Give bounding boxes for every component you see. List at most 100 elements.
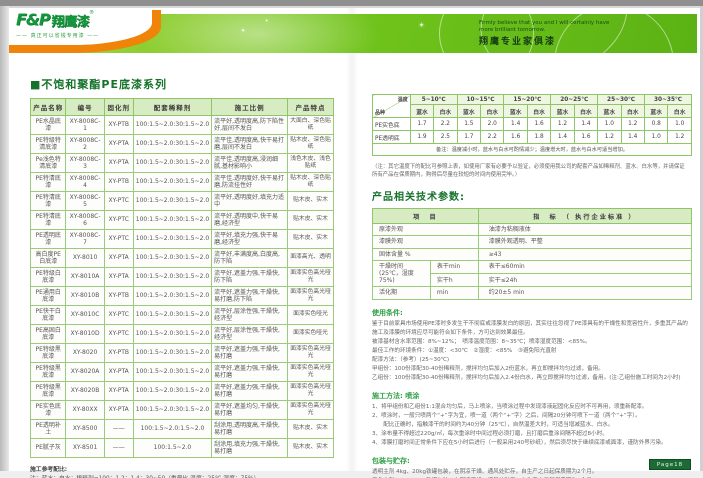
table-cell: XY-PTA [103,134,134,154]
table-cell: XY-PTB [103,343,134,363]
table-cell: 流平好,透明度高,防下陷性好,层间不发白 [211,115,289,135]
table-cell: PE特级黑底漆 [29,362,67,382]
table-cell: 0.8 [643,117,669,131]
table-cell: XY-8020A [65,362,105,382]
page-number-badge: Page18 [649,459,691,470]
table-cell: 大面白、深色贴纸 [287,115,334,135]
table-cell: 面漆实色高光哑光 [287,400,334,420]
column-header: 固化剂 [103,98,134,116]
table-cell: 流平好,遮盖力强,干燥快,易打磨,防下陷 [211,286,289,306]
param-value: 漆膜外观透明、平整 [477,235,693,249]
scan-bottom-edge [0,471,703,478]
table-row: PE高固白底漆 XY-8010D XY-PTC 100:1.5~2.0:30:1.5~… [29,324,334,344]
sparkle-icon: ✦ [507,36,511,41]
text-line: 鉴于目前家具市场使用PE漆时多发生干不彻底或漆膜发白的原因，其实往往忽视了PE漆… [372,320,688,327]
table-row: 原漆外观 油漆为粘稠液体 [372,223,693,237]
table-cell: 1.4 [550,130,575,144]
table-cell: XY-PTB [103,286,134,306]
column-header: 编号 [65,98,105,116]
table-subheader-row: 蓝水 白水 蓝水 白水 蓝水 白水 蓝水 白水 蓝水 白水 蓝水 白水 [373,104,692,118]
column-header: 项 目 [372,208,479,225]
table-cell: PE腻子灰 [29,438,67,458]
text-line: 所有产品在保质期内，购得后尽量在较短的时间内使用完毕。） [372,172,521,179]
sparkle-icon: ✦ [241,28,246,34]
temperature-ratio-table: 温度 品种 5~10℃ 10~15℃ 15~20℃ 20~25℃ 25~30℃ … [372,94,693,156]
column-header: 指 标 （ 执行企业标准 ） [477,208,693,225]
table-cell: 贴木皮、实木 [287,438,334,458]
text-line: （注：其它温度下的配比可参照上表，如使用厂家有必要予以验证，必须使用我公司的配套… [372,164,685,170]
slogan-en-line1: Firmly believe that you and I will certa… [479,20,610,26]
table-cell: PE通用白底漆 [29,286,67,306]
column-header: 产品名称 [29,98,67,116]
brand-logo: F&P 翔鹰漆 ® —— 真正可以省钱专用漆 —— [16,10,146,39]
table-header-row: 项 目 指 标 （ 执行企业标准 ） [372,208,693,225]
table-cell: 流平好,填充力强,快干易磨,经济型 [211,229,289,249]
slogan-cn: 翔鹰专业家俱漆 [479,36,557,47]
table-cell: XY-PTA [103,362,134,382]
table-cell: 高白度PE白底漆 [29,248,67,268]
section-title: ■不饱和聚酯PE底漆系列 [30,78,167,91]
text-line: 施工参考配比: [30,467,68,473]
table-cell: PE特清底漆 [29,210,67,230]
table-cell: XY-8501 [65,438,105,458]
table-row: PE透明补土 XY-8500 —— 100:1.5~2.0:1.5~2.0 刮涂用,透明… [29,419,334,439]
table-header-row: 产品名称 编号 固化剂 配套稀释剂 施工比例 产品特点 [29,98,334,116]
table-cell: XY-PTB [103,172,134,192]
text-line: 施工及漆膜的环境应尽可能符合如下条件，方可达到效果最佳。 [372,329,529,336]
text-line: 1、将甲组份和乙组份1:1混合均匀后，马上喷涂，当喷涂过程中发现漆液起固化反应时… [372,403,648,410]
table-cell: 100:1.5~2.0:30:1.5~2.0 [132,286,213,306]
spray-method-text: 1、将甲组份和乙组份1:1混合均匀后，马上喷涂，当喷涂过程中发现漆液起固化反应时… [372,403,694,448]
param-label: 活化期 [372,286,431,300]
text-line: 甲组份：100份漆配30-40份稀释剂，搅拌均匀后加入2份蓝水，再立即搅拌均匀过… [372,365,604,372]
table-row: PE特清底漆 XY-8008C-5 XY-PTC 100:1.5~2.0:30:1.5… [29,191,334,211]
table-cell: 1.0 [597,117,622,131]
subheader-cell: 白水 [667,104,692,118]
text-line: 配比正确时，指触漆干的时间约为40分钟（25℃），自然温差大时，可适当增减蓝水、… [372,421,614,428]
corner-label-variety: 品种 [375,110,386,116]
table-cell: 100:1.5~2.0:30:1.5~2.0 [132,210,213,230]
table-cell: XY-PTA [103,153,134,173]
table-cell: XY-8010B [65,286,105,306]
subheader-cell: 蓝水 [456,104,482,118]
text-line: 2、喷涂时，一般只喷两个“+”字为宜，喷一道（两个“+”字）之后，间隔20分钟可… [372,412,641,419]
registered-mark-icon: ® [89,10,95,16]
table-cell: XY-PTC [103,229,134,249]
table-cell: 1.7 [456,130,482,144]
product-table-body: PE水晶底漆 XY-8008C-1 XY-PTB 100:1.5~2.0:30:1.5… [29,115,334,458]
tech-params-title: 产品相关技术参数: [372,192,465,204]
temp-range-header: 30~35℃ [643,94,693,105]
table-cell: 1.6 [573,130,599,144]
subheader-cell: 白水 [480,104,505,118]
table-row: PE透明底漆 XY-8008C-7 XY-PTC 100:1.5~2.0:30:1.5… [29,229,334,249]
table-cell: 流平佳,透明度高,快干易打磨,层间不发白 [211,134,289,154]
table-cell: XY-PTC [103,210,134,230]
table-cell: 贴木皮、深色贴纸 [287,172,334,192]
text-line: 乙组份：100份漆配30-40份稀释剂，搅拌均匀后加入2.4份白水，再立即搅拌均… [372,374,681,381]
table-cell: XY-PTC [103,191,134,211]
use-conditions-text: 鉴于目前家具市场使用PE漆时多发生干不彻底或漆膜发白的原因，其实往往忽视了PE漆… [372,320,694,383]
ratio-note: （注：其它温度下的配比可参照上表，如使用厂家有必要予以验证，必须使用我公司的配套… [372,163,694,179]
table-cell: 面漆实色哑光 [287,324,334,344]
temp-range-header: 15~20℃ [503,94,552,105]
table-cell: 1.4 [620,130,645,144]
spray-method-title: 施工方法: 喷涂 [372,391,420,400]
table-cell: 100:1.5~2.0:30:1.5~2.0 [132,400,213,420]
subheader-cell: 蓝水 [550,104,575,118]
temp-range-header: 20~25℃ [550,94,599,105]
table-cell: XY-8008C-4 [65,172,105,192]
table-cell: XY-8500 [65,419,105,439]
product-table: 产品名称 编号 固化剂 配套稀释剂 施工比例 产品特点 PE水晶底漆 XY-800… [29,98,334,458]
table-cell: 1.0 [643,130,669,144]
table-row: PE实色底 1.7 2.2 1.5 2.0 1.4 1.6 1.2 1.4 1.0 1.2 0.8 1.… [372,117,692,131]
table-row: 实干h 实干≤24h [373,273,693,288]
param-sublabel: 实干h [429,273,479,288]
page-gutter [346,8,358,471]
table-cell: 流平好,遮盖力强,干燥快,易打磨 [211,362,289,382]
table-cell: PE实色底 [372,117,411,131]
table-cell: 100:1.5~2.0:30:1.5~2.0 [132,153,213,173]
brand-logo-cn: 翔鹰漆 [51,15,90,30]
table-cell: XY-PTB [103,115,134,135]
table-row: PE特清底漆 XY-8008C-4 XY-PTB 100:1.5~2.0:30:1.5… [29,172,334,192]
table-row: PE水晶底漆 XY-8008C-1 XY-PTB 100:1.5~2.0:30:1.5… [29,115,334,135]
text-line: 4、漆膜打磨时间正常条件下应在5小时后进行（一般采用240号砂纸），然后须尽快于… [372,440,667,447]
